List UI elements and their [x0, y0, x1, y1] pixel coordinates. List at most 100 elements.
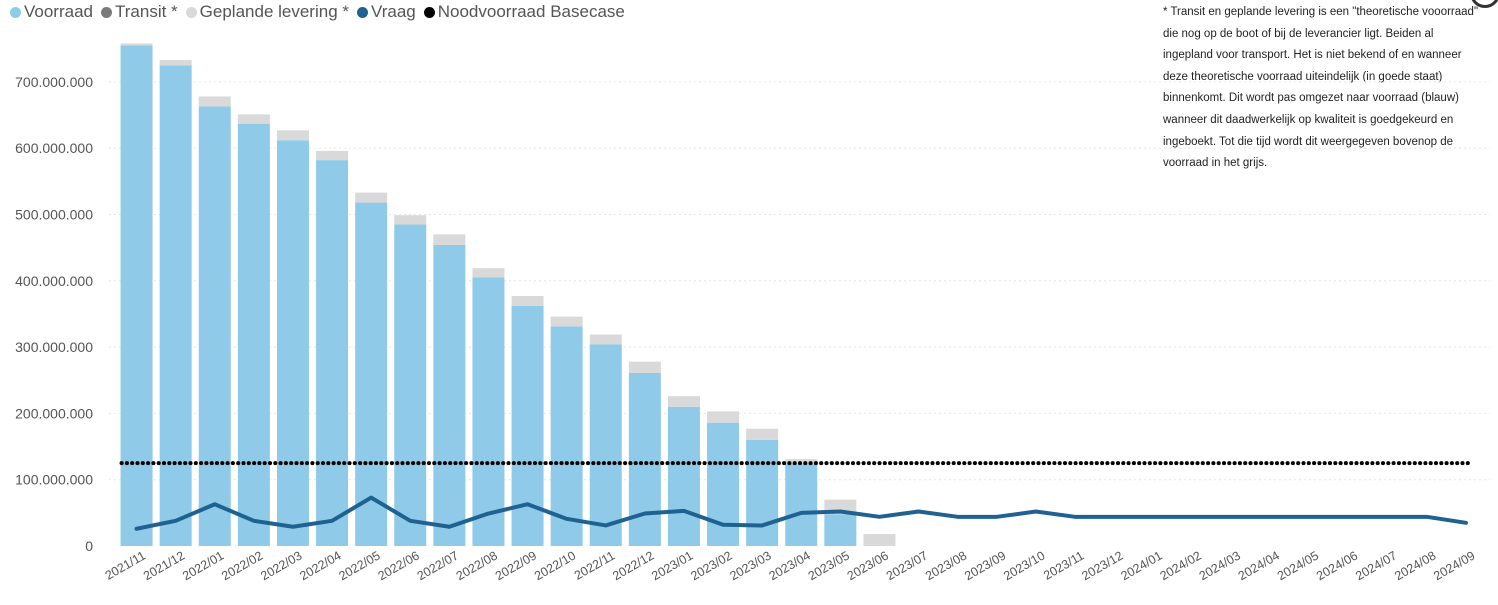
y-tick-label: 0 — [85, 538, 93, 554]
legend-dot-voorraad — [10, 6, 21, 18]
x-tick-label: 2021/11 — [103, 548, 148, 582]
x-tick-label: 2022/11 — [572, 548, 617, 582]
bar-voorraad — [472, 277, 505, 546]
y-tick-label: 300.000.000 — [15, 339, 93, 355]
x-tick-label: 2021/12 — [141, 548, 187, 583]
bar-gepland — [316, 150, 349, 161]
bar-voorraad — [237, 123, 270, 546]
bar-gepland — [589, 334, 622, 345]
y-tick-label: 400.000.000 — [15, 273, 93, 289]
x-tick-label: 2023/03 — [728, 548, 774, 583]
bar-voorraad — [785, 463, 818, 546]
y-tick-label: 700.000.000 — [15, 74, 93, 90]
x-tick-label: 2024/08 — [1392, 548, 1438, 583]
bar-voorraad — [394, 224, 427, 546]
x-tick-label: 2022/12 — [610, 548, 656, 583]
y-tick-label: 200.000.000 — [15, 405, 93, 421]
bar-gepland — [237, 114, 270, 124]
bar-gepland — [511, 296, 544, 306]
y-tick-label: 600.000.000 — [15, 140, 93, 156]
bar-voorraad — [746, 439, 779, 546]
x-axis: 2021/112021/122022/012022/022022/032022/… — [103, 548, 1478, 583]
bar-voorraad — [433, 244, 466, 547]
bar-gepland — [198, 96, 231, 107]
x-tick-label: 2024/07 — [1353, 548, 1399, 583]
bar-voorraad — [198, 106, 231, 546]
x-tick-label: 2023/09 — [962, 548, 1008, 583]
legend: Voorraad Transit * Geplande levering * V… — [10, 2, 625, 22]
x-tick-label: 2023/10 — [1001, 548, 1047, 583]
bar-voorraad — [316, 160, 349, 546]
x-tick-label: 2023/11 — [1041, 548, 1086, 582]
legend-item-voorraad[interactable]: Voorraad — [10, 2, 93, 22]
y-axis: 0 100.000.000 200.000.000 300.000.000 400.00… — [15, 74, 93, 554]
bar-gepland — [667, 396, 700, 407]
legend-dot-vraag — [357, 6, 368, 18]
bar-gepland — [159, 60, 192, 66]
vraag-line — [134, 495, 1468, 531]
bar-gepland — [394, 215, 427, 225]
legend-item-transit[interactable]: Transit * — [101, 2, 178, 22]
x-tick-label: 2022/02 — [219, 548, 265, 583]
x-tick-label: 2023/07 — [884, 548, 930, 583]
y-tick-label: 100.000.000 — [15, 472, 93, 488]
x-tick-label: 2024/05 — [1275, 548, 1321, 583]
x-tick-label: 2023/05 — [806, 548, 852, 583]
y-tick-label: 500.000.000 — [15, 207, 93, 223]
x-tick-label: 2022/07 — [415, 548, 461, 583]
x-tick-label: 2022/06 — [376, 548, 422, 583]
x-tick-label: 2023/08 — [923, 548, 969, 583]
bar-gepland — [785, 459, 818, 464]
x-tick-label: 2023/06 — [845, 548, 891, 583]
legend-dot-nood — [423, 6, 435, 18]
x-tick-label: 2023/12 — [1079, 548, 1125, 583]
x-tick-label: 2022/10 — [532, 548, 578, 583]
bar-voorraad — [120, 45, 153, 547]
legend-item-vraag[interactable]: Vraag — [357, 2, 416, 22]
x-tick-label: 2024/02 — [1158, 548, 1204, 583]
bars — [120, 43, 896, 547]
annotation-note: * Transit en geplande levering is een "t… — [1163, 6, 1479, 170]
bar-gepland — [355, 192, 388, 203]
bar-gepland — [746, 428, 779, 440]
bar-voorraad — [707, 422, 740, 546]
legend-item-nood[interactable]: Noodvoorraad Basecase — [423, 2, 625, 22]
legend-label-vraag: Vraag — [371, 2, 416, 21]
bar-gepland — [707, 411, 740, 423]
bar-gepland — [433, 234, 466, 245]
legend-label-voorraad: Voorraad — [24, 2, 93, 21]
x-tick-label: 2024/04 — [1236, 548, 1282, 583]
x-tick-label: 2022/08 — [454, 548, 500, 583]
x-tick-label: 2024/01 — [1119, 548, 1165, 583]
x-tick-label: 2022/01 — [180, 548, 226, 583]
bar-voorraad — [667, 406, 700, 546]
x-tick-label: 2024/03 — [1197, 548, 1243, 583]
x-tick-label: 2023/04 — [767, 548, 813, 583]
x-tick-label: 2024/06 — [1314, 548, 1360, 583]
x-tick-label: 2022/09 — [493, 548, 539, 583]
bar-voorraad — [159, 65, 192, 546]
bar-voorraad — [824, 514, 857, 546]
bar-voorraad — [276, 140, 309, 546]
legend-label-gepland: Geplande levering * — [199, 2, 349, 21]
bar-voorraad — [589, 344, 622, 546]
bar-gepland — [472, 268, 505, 278]
x-tick-label: 2023/02 — [688, 548, 734, 583]
x-tick-label: 2024/09 — [1431, 548, 1477, 583]
bar-gepland — [863, 534, 896, 546]
legend-dot-gepland — [185, 6, 197, 18]
legend-dot-transit — [101, 6, 112, 18]
x-tick-label: 2022/04 — [297, 548, 343, 583]
bar-gepland — [550, 316, 583, 327]
bar-voorraad — [355, 202, 388, 547]
legend-label-transit: Transit * — [115, 2, 178, 21]
x-tick-label: 2022/05 — [337, 548, 383, 583]
bar-voorraad — [628, 372, 661, 546]
bar-gepland — [120, 43, 153, 46]
x-tick-label: 2022/03 — [258, 548, 304, 583]
legend-item-gepland[interactable]: Geplande levering * — [185, 2, 349, 22]
bar-gepland — [628, 361, 661, 373]
bar-gepland — [276, 130, 309, 141]
